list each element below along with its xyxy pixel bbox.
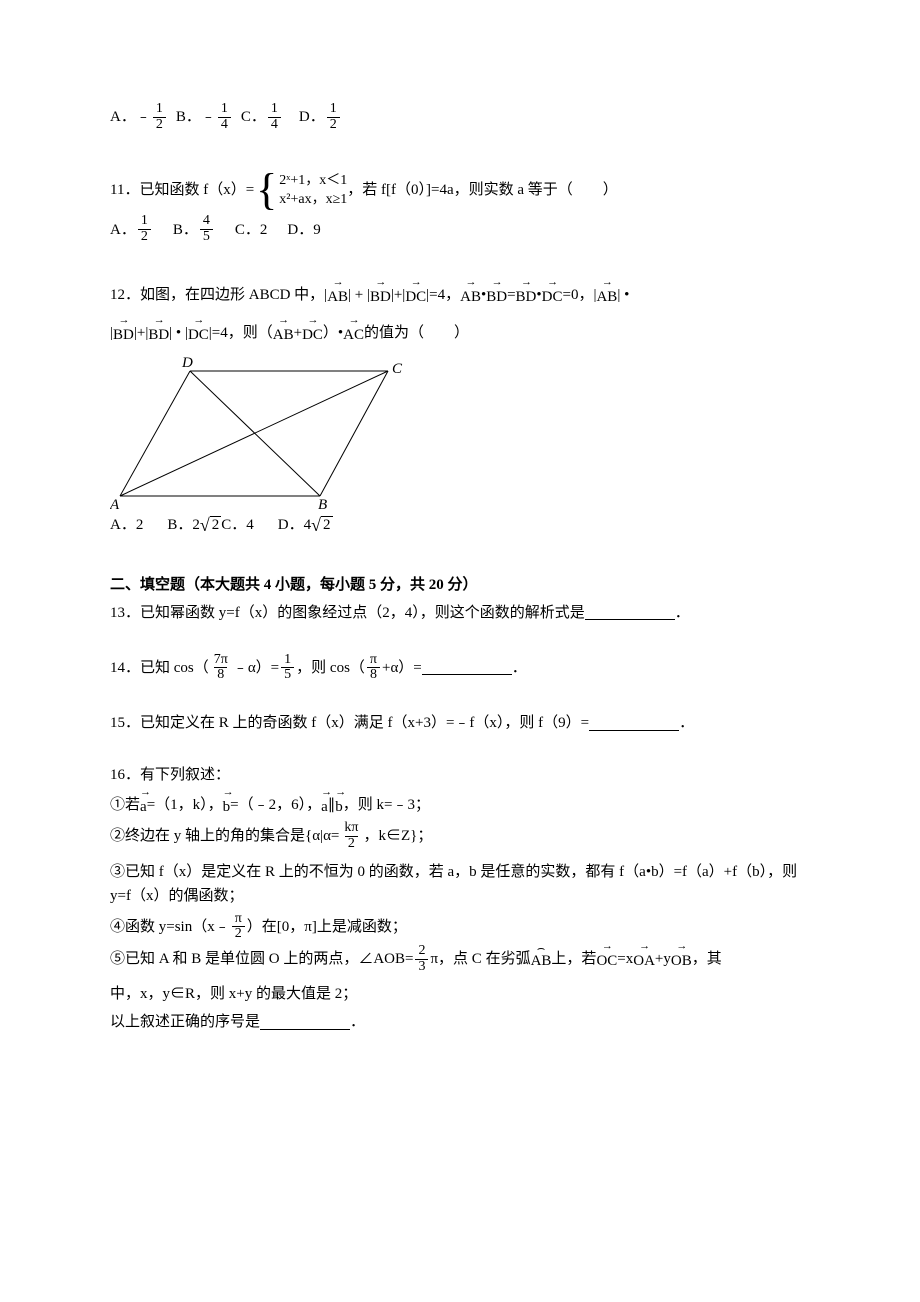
q12-c: C．4 [221,513,254,537]
svg-text:A: A [110,497,120,511]
q11-case1: 2ˣ+1，x＜1 [279,171,347,191]
q16-head: 16．有下列叙述： [110,763,810,787]
fill-blank [589,716,679,731]
sqrt-icon: √ 2 [200,516,221,533]
vec-b: b [223,791,231,819]
q11-stem: 11．已知函数 f（x）= { 2ˣ+1，x＜1 x²+ax，x≥1 ，若 f[… [110,168,810,212]
q11-text-2: ，若 f[f（0）]=4a，则实数 a 等于（ ） [347,178,618,202]
opt-a-label: A． [110,105,136,129]
q11-cases: 2ˣ+1，x＜1 x²+ax，x≥1 [279,171,347,210]
vec-ac: AC [343,319,364,347]
q16-stmt4: ④函数 y=sin（x﹣ π 2 ）在[0，π]上是减函数； [110,912,810,942]
opt-d-label: D． [299,105,325,129]
q11-c: C．2 [235,218,268,242]
vec-dc: DC [302,319,323,347]
vec-ab: AB [596,281,617,309]
opt-b-sign: ﹣ [201,105,216,129]
q11-a-frac: 1 2 [138,214,151,244]
vec-ob: OB [671,945,692,973]
vec-bd: BD [370,281,391,309]
opt-c-label: C． [241,105,266,129]
svg-text:D: D [181,355,193,371]
vec-ab: AB [327,281,348,309]
q11-case2: x²+ax，x≥1 [279,190,347,210]
q12-stem-line1: 12．如图，在四边形 ABCD 中，| AB | + | BD |+| DC |… [110,281,810,309]
q12-d-label: D． [278,513,304,537]
arc-ab: AB [531,946,552,973]
vec-bd: BD [486,281,507,309]
q12-b-coef: 2 [192,513,200,537]
brace-icon: { [256,168,277,212]
q16-stmt5-line2: 中，x，y∈R，则 x+y 的最大值是 2； [110,982,810,1006]
vec-oc: OC [596,945,617,973]
q14: 14．已知 cos（ 7π 8 ﹣α）= 1 5 ，则 cos（ π 8 +α）… [110,653,810,683]
q16-stmt2: ②终边在 y 轴上的角的集合是{α|α= kπ 2 ，k∈Z}； [110,821,810,851]
q11-options: A． 1 2 B． 4 5 C．2 D．9 [110,214,810,244]
vec-bd: BD [516,281,537,309]
vec-bd: BD [113,319,134,347]
document-page: A． ﹣ 1 2 B． ﹣ 1 4 C． 1 4 D． 1 2 11．已知函数 … [0,0,920,1096]
q11-a-label: A． [110,218,136,242]
opt-b-label: B． [176,105,201,129]
opt-a-frac: 1 2 [153,102,166,132]
quadrilateral-diagram: A B C D [110,351,410,511]
q15: 15．已知定义在 R 上的奇函数 f（x）满足 f（x+3）=﹣f（x），则 f… [110,711,810,735]
q16-tail: 以上叙述正确的序号是 ． [110,1010,810,1034]
opt-b-frac: 1 4 [218,102,231,132]
q11-b-label: B． [173,218,198,242]
fill-blank [585,605,675,620]
q16-stmt5-line1: ⑤已知 A 和 B 是单位圆 O 上的两点，∠AOB= 2 3 π，点 C 在劣… [110,944,810,974]
q11-b-frac: 4 5 [200,214,213,244]
vec-dc: DC [405,281,426,309]
q12-options: A．2 B． 2 √ 2 C．4 D． 4 √ 2 [110,513,810,537]
svg-text:B: B [318,497,327,511]
q12-a: A．2 [110,513,143,537]
fill-blank [260,1015,350,1030]
vec-b: b [335,791,343,819]
q11-text-1: 11．已知函数 f（x）= [110,178,254,202]
q11-d: D．9 [287,218,320,242]
q16-stmt1: ①若 a =（1，k）， b =（﹣2，6）， a ∥ b ，则 k=﹣3； [110,791,810,819]
svg-text:C: C [392,361,403,377]
section-2-heading: 二、填空题（本大题共 4 小题，每小题 5 分，共 20 分） [110,573,810,597]
vec-dc: DC [188,319,209,347]
q12-d-coef: 4 [304,513,312,537]
vec-oa: OA [633,945,655,973]
q16-stmt3: ③已知 f（x）是定义在 R 上的不恒为 0 的函数，若 a，b 是任意的实数，… [110,860,810,908]
vec-bd: BD [148,319,169,347]
q13: 13．已知幂函数 y=f（x）的图象经过点（2，4），则这个函数的解析式是 ． [110,601,810,625]
vec-ab: AB [460,281,481,309]
vec-a: a [321,791,328,819]
vec-ab: AB [273,319,294,347]
vec-dc: DC [542,281,563,309]
q12-b-label: B． [167,513,192,537]
opt-d-frac: 1 2 [327,102,340,132]
opt-a-sign: ﹣ [136,105,151,129]
vec-a: a [140,791,147,819]
sqrt-icon: √ 2 [311,516,332,533]
fill-blank [422,660,512,675]
q12-stem-line2: | BD |+| BD | • | DC |=4，则（ AB + DC ）• A… [110,319,810,347]
q10-options: A． ﹣ 1 2 B． ﹣ 1 4 C． 1 4 D． 1 2 [110,102,810,132]
opt-c-frac: 1 4 [268,102,281,132]
